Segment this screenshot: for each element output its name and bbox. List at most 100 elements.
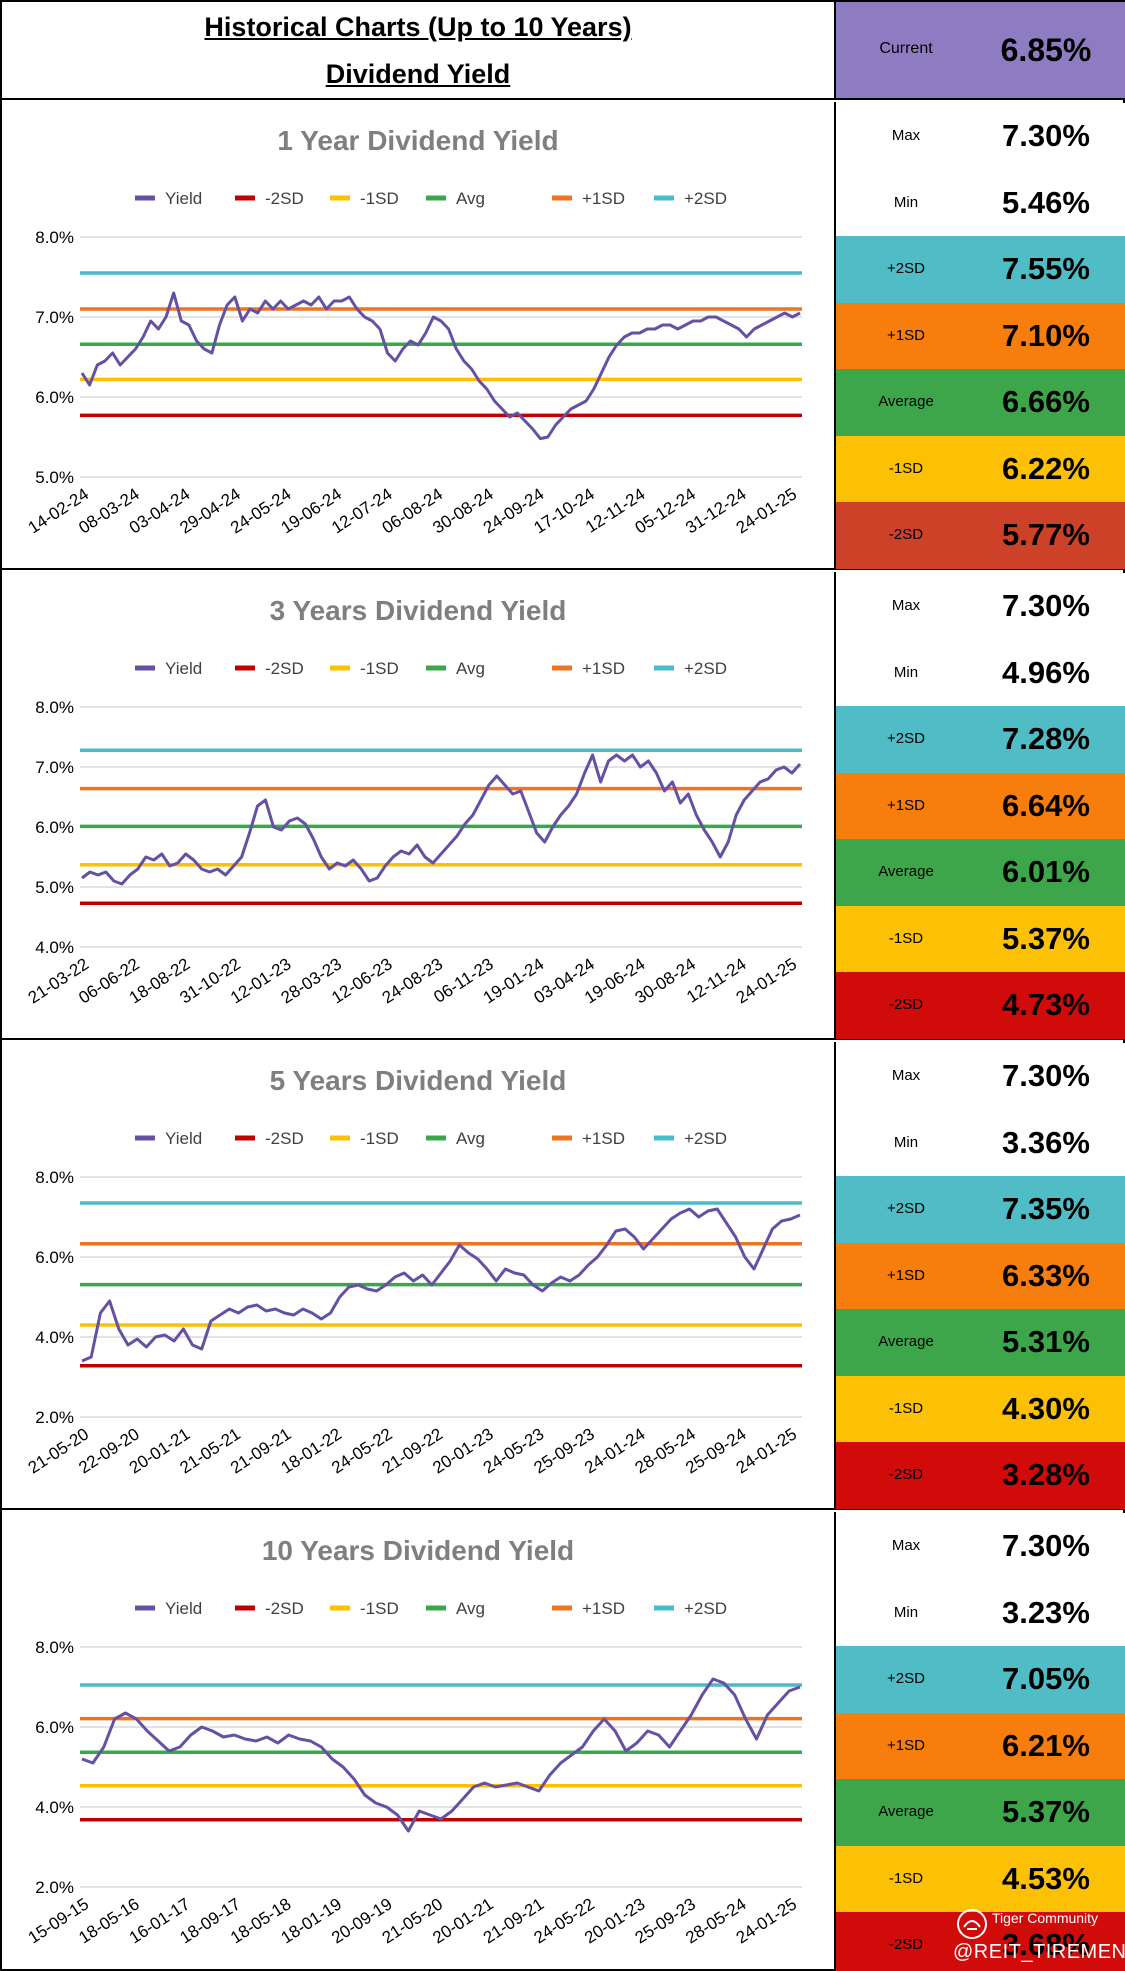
stat-label: Min — [893, 1603, 919, 1621]
stat-value: 7.30% — [1002, 588, 1090, 623]
y-tick-label: 6.0% — [35, 388, 74, 407]
stat-row-average: Average 5.37% — [836, 1779, 1125, 1846]
legend-label: +2SD — [684, 1129, 727, 1148]
y-tick-label: 6.0% — [35, 818, 74, 837]
current-yield-cell: Current 6.85% — [834, 2, 1125, 100]
stat-value: 7.28% — [1002, 721, 1090, 756]
stat-value: 4.30% — [1002, 1390, 1090, 1426]
legend-avg: Avg — [426, 1129, 485, 1148]
legend-label: +1SD — [582, 1599, 625, 1618]
stat-value: 5.37% — [1002, 1794, 1090, 1829]
stat-value: 6.66% — [1002, 384, 1090, 419]
stat-value: 7.30% — [1002, 118, 1090, 153]
stats-panel: Max 7.30% Min 3.36% +2SD 7.35% +1SD 6.33% Averag… — [834, 1042, 1125, 1509]
legend-yield: Yield — [135, 1599, 202, 1618]
stat-label: -2SD — [888, 526, 924, 543]
chart-section-3: 5 Years Dividend Yield Yield -2SD -1SD Avg +1… — [2, 1042, 1125, 1510]
legend-label: +2SD — [684, 189, 727, 208]
stat-row-plus2sd: +2SD 7.05% — [836, 1646, 1125, 1713]
chart-svg: 1 Year Dividend Yield Yield -2SD -1SD Avg +1S… — [25, 125, 802, 537]
legend-minus1sd: -1SD — [330, 189, 399, 208]
legend-label: Yield — [165, 659, 202, 678]
chart-svg: 5 Years Dividend Yield Yield -2SD -1SD Avg +1… — [25, 1065, 802, 1477]
legend-label: -1SD — [360, 659, 399, 678]
watermark-handle: @REIT_TIREMENT — [953, 1941, 1125, 1963]
legend-plus1sd: +1SD — [552, 659, 625, 678]
current-label: Current — [879, 40, 933, 57]
chart-title: 10 Years Dividend Yield — [262, 1535, 574, 1566]
watermark-brand: Tiger Community — [992, 1910, 1099, 1926]
y-tick-label: 8.0% — [35, 1168, 74, 1187]
stat-row-max: Max 7.30% — [836, 1043, 1125, 1110]
yield-series-line — [81, 753, 802, 886]
stat-value: 5.37% — [1002, 920, 1090, 956]
stat-row-plus2sd: +2SD 7.35% — [836, 1176, 1125, 1243]
legend-label: +2SD — [684, 1599, 727, 1618]
legend-minus2sd: -2SD — [235, 1129, 304, 1148]
legend-avg: Avg — [426, 1599, 485, 1618]
stat-label: -2SD — [888, 1936, 924, 1953]
stat-label: Min — [893, 663, 919, 681]
legend-yield: Yield — [135, 659, 202, 678]
yield-series-line — [81, 1207, 801, 1363]
stat-label: -2SD — [888, 996, 924, 1013]
y-tick-label: 8.0% — [35, 698, 74, 717]
stat-value: 7.10% — [1002, 317, 1090, 353]
stat-label: +2SD — [887, 260, 925, 277]
stat-label: -1SD — [888, 459, 924, 477]
legend-yield: Yield — [135, 1129, 202, 1148]
chart-svg: 3 Years Dividend Yield Yield -2SD -1SD Avg +1… — [25, 595, 802, 1007]
stat-row-plus1sd: +1SD 6.21% — [836, 1712, 1125, 1779]
page-header: Historical Charts (Up to 10 Years) Divid… — [2, 2, 834, 100]
legend-minus2sd: -2SD — [235, 659, 304, 678]
stat-label: Min — [893, 193, 919, 211]
stat-row-minus1sd: -1SD 4.30% — [836, 1375, 1125, 1442]
chart-svg: 10 Years Dividend Yield Yield -2SD -1SD Avg +… — [25, 1535, 802, 1947]
stat-label: +2SD — [887, 730, 925, 747]
legend-label: Yield — [165, 1599, 202, 1618]
stat-value: 6.22% — [1002, 450, 1090, 486]
y-tick-label: 6.0% — [35, 1718, 74, 1737]
stat-value: 5.77% — [1002, 517, 1090, 552]
legend-avg: Avg — [426, 659, 485, 678]
y-tick-label: 5.0% — [35, 468, 74, 487]
watermark: Tiger Community @REIT_TIREMENT — [947, 1907, 1125, 1967]
stat-label: +1SD — [887, 1736, 925, 1754]
legend-label: -1SD — [360, 1129, 399, 1148]
stat-value: 3.23% — [1002, 1594, 1090, 1630]
stat-row-minus1sd: -1SD 4.53% — [836, 1845, 1125, 1912]
legend-plus1sd: +1SD — [552, 1599, 625, 1618]
legend-label: Yield — [165, 1129, 202, 1148]
stat-value: 6.01% — [1002, 854, 1090, 889]
legend-label: Avg — [456, 1599, 485, 1618]
legend-plus2sd: +2SD — [654, 1129, 727, 1148]
chart-section-1: 1 Year Dividend Yield Yield -2SD -1SD Avg +1S… — [2, 102, 1125, 570]
stat-row-average: Average 6.01% — [836, 839, 1125, 906]
stat-row-minus2sd: -2SD 5.77% — [836, 502, 1125, 569]
chart-area: 1 Year Dividend Yield Yield -2SD -1SD Avg +1S… — [2, 102, 834, 568]
legend-label: +2SD — [684, 659, 727, 678]
page-subtitle: Dividend Yield — [325, 59, 511, 89]
stat-row-minus2sd: -2SD 3.68% — [836, 1912, 1125, 1971]
legend-label: -1SD — [360, 189, 399, 208]
legend-label: -2SD — [265, 1129, 304, 1148]
chart-title: 3 Years Dividend Yield — [270, 595, 567, 626]
y-tick-label: 2.0% — [35, 1408, 74, 1427]
stat-row-min: Min 5.46% — [836, 169, 1125, 236]
stat-row-minus1sd: -1SD 6.22% — [836, 435, 1125, 502]
legend-plus2sd: +2SD — [654, 659, 727, 678]
yield-series-line — [80, 291, 801, 441]
legend-label: +1SD — [582, 659, 625, 678]
chart-area: 3 Years Dividend Yield Yield -2SD -1SD Avg +1… — [2, 572, 834, 1038]
stat-label: -1SD — [888, 1399, 924, 1417]
stat-row-minus2sd: -2SD 4.73% — [836, 972, 1125, 1039]
legend-plus1sd: +1SD — [552, 1129, 625, 1148]
stat-label: Average — [878, 393, 934, 410]
stat-row-plus2sd: +2SD 7.28% — [836, 706, 1125, 773]
legend-label: +1SD — [582, 189, 625, 208]
y-tick-label: 6.0% — [35, 1248, 74, 1267]
stat-row-min: Min 3.23% — [836, 1579, 1125, 1646]
stat-label: -1SD — [888, 1869, 924, 1887]
stat-label: +1SD — [887, 1266, 925, 1284]
